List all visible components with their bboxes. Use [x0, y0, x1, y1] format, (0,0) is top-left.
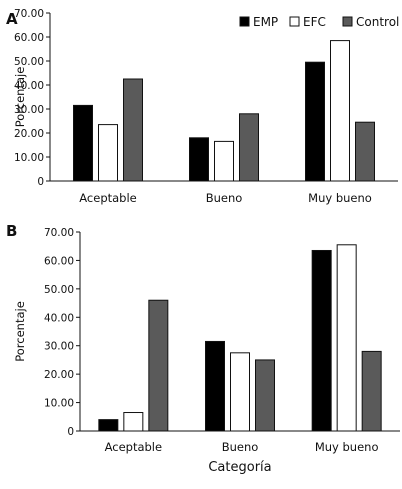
x-axis-title: Categoría — [208, 460, 271, 475]
bar-efc-bueno — [230, 352, 250, 432]
bar-control-muy-bueno — [361, 350, 382, 432]
x-category-label: Muy bueno — [315, 440, 379, 454]
legend: EMP EFC Control — [239, 15, 399, 29]
bar-control-aceptable — [123, 78, 143, 182]
legend-label-control: Control — [356, 15, 399, 29]
bar-control-muy-bueno — [355, 121, 375, 182]
legend-swatch-emp — [239, 16, 250, 27]
y-tick-label: 60.00 — [44, 255, 74, 267]
bar-efc-bueno — [214, 140, 234, 182]
x-category-label: Muy bueno — [308, 191, 372, 205]
bar-emp-muy-bueno — [311, 249, 332, 432]
y-tick-label: 20.00 — [44, 369, 74, 381]
y-tick-label: 50.00 — [44, 284, 74, 296]
bar-emp-bueno — [205, 340, 225, 432]
panel-label: B — [6, 222, 17, 240]
y-tick-label: 40.00 — [14, 80, 44, 92]
y-tick-label: 60.00 — [14, 32, 44, 44]
panel-label: A — [6, 10, 18, 28]
bar-efc-muy-bueno — [336, 244, 357, 432]
bar-efc-aceptable — [123, 412, 144, 432]
panel-a: A 0 10.00 20.00 30.00 40.00 50.00 60.00 70.00 Por… — [6, 8, 399, 205]
bar-efc-aceptable — [98, 124, 118, 182]
bar-efc-muy-bueno — [330, 40, 350, 182]
y-tick-label: 0 — [37, 176, 44, 188]
legend-swatch-control — [342, 16, 353, 27]
y-axis-title: Porcentaje — [13, 67, 27, 128]
y-tick-label: 70.00 — [44, 227, 74, 239]
y-axis-title: Porcentaje — [13, 301, 27, 362]
y-tick-label: 10.00 — [14, 152, 44, 164]
y-tick-label: 10.00 — [44, 398, 74, 410]
bar-emp-aceptable — [73, 104, 93, 182]
bar-emp-bueno — [189, 137, 209, 182]
x-category-label: Bueno — [206, 191, 243, 205]
y-tick-label: 30.00 — [14, 104, 44, 116]
bar-control-bueno — [239, 113, 259, 182]
y-tick-label: 70.00 — [14, 8, 44, 20]
x-category-label: Aceptable — [79, 191, 137, 205]
bar-emp-muy-bueno — [305, 61, 325, 182]
y-tick-label: 0 — [67, 426, 74, 438]
bar-emp-aceptable — [98, 419, 119, 432]
y-tick-label: 50.00 — [14, 56, 44, 68]
legend-label-emp: EMP — [253, 15, 278, 29]
x-category-label: Aceptable — [105, 440, 163, 454]
x-category-label: Bueno — [222, 440, 259, 454]
panel-b: B 0 10.00 20.00 30.00 40.00 50.00 60.00 70.00 Por… — [6, 222, 400, 475]
legend-swatch-efc — [289, 16, 300, 27]
y-tick-label: 30.00 — [44, 341, 74, 353]
y-tick-label: 20.00 — [14, 128, 44, 140]
legend-label-efc: EFC — [303, 15, 326, 29]
y-tick-label: 40.00 — [44, 312, 74, 324]
bar-control-bueno — [255, 359, 275, 432]
bar-control-aceptable — [148, 299, 169, 432]
